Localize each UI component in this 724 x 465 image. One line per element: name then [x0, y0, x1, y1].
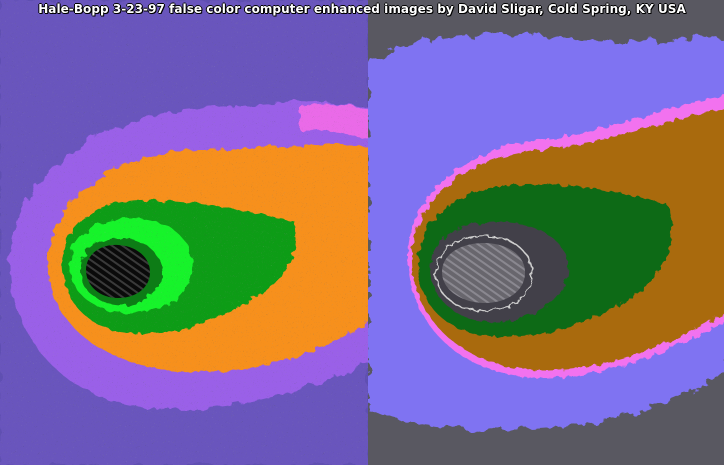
left-nucleus — [86, 244, 150, 298]
right-false-color-panel — [368, 0, 724, 465]
right-nucleus — [442, 243, 526, 303]
image-caption: Hale-Bopp 3-23-97 false color computer e… — [38, 2, 686, 16]
left-comet-rendering — [0, 0, 368, 465]
right-comet-rendering — [368, 0, 724, 465]
left-false-color-panel — [0, 0, 368, 465]
